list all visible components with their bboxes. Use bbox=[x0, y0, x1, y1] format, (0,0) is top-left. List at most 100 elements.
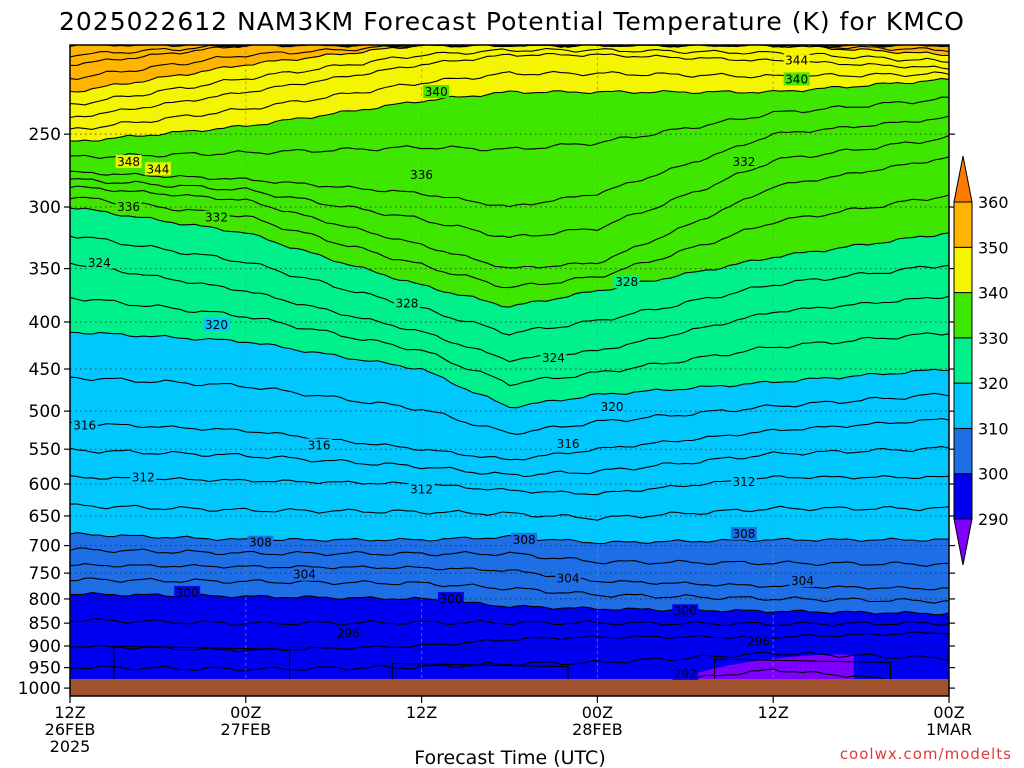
x-tick-label: 27FEB bbox=[220, 720, 271, 739]
contour-label: 332 bbox=[203, 210, 230, 225]
theta-filled-contours bbox=[70, 45, 949, 696]
contour-334 bbox=[70, 134, 949, 238]
contour-298 bbox=[70, 618, 949, 627]
colorbar-tick-label: 290 bbox=[978, 510, 1009, 529]
contour-label-text: 340 bbox=[425, 85, 448, 99]
contour-324 bbox=[70, 262, 949, 363]
theta-contour-lines bbox=[70, 45, 949, 691]
contour-label-text: 328 bbox=[395, 297, 418, 311]
contour-label: 304 bbox=[291, 567, 318, 582]
y-tick-label: 950 bbox=[29, 659, 61, 679]
contour-label: 328 bbox=[393, 296, 420, 311]
contour-label: 316 bbox=[306, 438, 333, 453]
contour-label-bg bbox=[672, 666, 699, 680]
contour-label: 324 bbox=[86, 256, 113, 270]
contour-300 bbox=[70, 592, 949, 616]
y-tick-label: 300 bbox=[29, 198, 61, 218]
colorbar-bin-320 bbox=[953, 337, 973, 384]
x-tick-label: 2025 bbox=[50, 737, 91, 756]
contour-294 bbox=[70, 651, 949, 672]
x-tick-label: 26FEB bbox=[45, 720, 96, 739]
contour-label: 304 bbox=[555, 571, 582, 585]
contour-label-bg bbox=[247, 535, 274, 549]
contour-332 bbox=[70, 156, 949, 269]
contour-label: 324 bbox=[540, 351, 567, 365]
contour-label-bg bbox=[115, 200, 142, 214]
y-axis-ticks: 250 300 350 400 450 500 550 600 650 700 750 800 850 9… bbox=[18, 125, 955, 699]
x-tick-label: 1MAR bbox=[926, 720, 972, 739]
contour-label-bg bbox=[730, 154, 757, 168]
x-tick-label: 00Z bbox=[230, 703, 261, 722]
contour-296 bbox=[70, 631, 949, 653]
contour-label-text: 300 bbox=[176, 586, 199, 600]
contour-label-bg bbox=[423, 85, 450, 99]
contour-label: 308 bbox=[511, 532, 538, 547]
colorbar-bin-300 bbox=[953, 427, 973, 475]
contour-label: 344 bbox=[783, 53, 810, 68]
contour-label: 312 bbox=[730, 474, 757, 489]
colorbar: 290 300 310 320 330 340 350 360 bbox=[953, 155, 1009, 566]
contour-label-text: 292 bbox=[674, 667, 697, 681]
contour-label-bg bbox=[730, 474, 757, 488]
colorbar-bin-350 bbox=[953, 201, 973, 248]
contour-label: 304 bbox=[789, 574, 816, 588]
contour-308 bbox=[70, 532, 949, 545]
contour-label: 316 bbox=[71, 418, 98, 432]
contour-label-bg bbox=[599, 400, 626, 414]
colorbar-bin-310 bbox=[953, 382, 973, 429]
surface-contour-0 bbox=[113, 645, 291, 680]
grid-lines bbox=[70, 45, 949, 696]
contour-label: 300 bbox=[672, 604, 699, 618]
contour-328 bbox=[70, 207, 949, 308]
contour-label: 336 bbox=[408, 168, 435, 182]
y-tick-label: 850 bbox=[29, 614, 61, 634]
plot-area: 344 340 340 348 344 336 332 336 332 324 328 328 320 3… bbox=[70, 45, 949, 696]
contour-label-text: 328 bbox=[615, 275, 638, 289]
contour-label-text: 312 bbox=[132, 470, 155, 484]
y-tick-label: 400 bbox=[29, 313, 61, 333]
contour-label-bg bbox=[555, 437, 582, 451]
contour-label-bg bbox=[555, 571, 582, 585]
y-tick-label: 450 bbox=[29, 360, 61, 380]
contour-label: 308 bbox=[247, 535, 274, 550]
contour-label-text: 300 bbox=[674, 604, 697, 618]
contour-label-text: 324 bbox=[542, 351, 565, 365]
contour-label: 312 bbox=[408, 482, 435, 496]
colorbar-tick-label: 320 bbox=[978, 374, 1009, 393]
colorbar-tick-label: 350 bbox=[978, 238, 1009, 257]
contour-label-text: 304 bbox=[791, 574, 814, 588]
contour-label-text: 304 bbox=[293, 568, 316, 582]
credit-text: coolwx.com/modelts bbox=[840, 745, 1012, 763]
contour-340 bbox=[70, 77, 949, 142]
contour-label: 296 bbox=[745, 634, 772, 649]
contour-label-bg bbox=[393, 296, 420, 310]
contour-310 bbox=[70, 503, 949, 521]
contour-label-text: 320 bbox=[205, 318, 228, 332]
contour-label: 312 bbox=[130, 470, 157, 484]
contour-label-bg bbox=[511, 532, 538, 546]
colorbar-arrow-low bbox=[953, 518, 973, 566]
contour-label: 292 bbox=[672, 666, 699, 681]
x-tick-label: 28FEB bbox=[572, 720, 623, 739]
colorbar-tick-label: 300 bbox=[978, 465, 1009, 484]
contour-306 bbox=[70, 547, 949, 567]
contour-label-text: 324 bbox=[88, 256, 111, 270]
contour-label-text: 308 bbox=[513, 533, 536, 547]
y-tick-label: 600 bbox=[29, 475, 61, 495]
colorbar-tick-label: 340 bbox=[978, 284, 1009, 303]
contour-316 bbox=[70, 418, 949, 461]
y-tick-label: 250 bbox=[29, 125, 61, 145]
surface-contour-1 bbox=[391, 662, 569, 680]
y-tick-label: 800 bbox=[29, 590, 61, 610]
contour-labels: 344 340 340 348 344 336 332 336 332 324 328 328 320 3… bbox=[71, 53, 816, 681]
contour-336 bbox=[70, 115, 949, 208]
contour-label-text: 296 bbox=[337, 626, 360, 640]
contour-label-text: 316 bbox=[557, 437, 580, 451]
contour-label: 348 bbox=[115, 154, 142, 169]
chart-title: 2025022612 NAM3KM Forecast Potential Tem… bbox=[59, 7, 965, 36]
contour-label-bg bbox=[783, 72, 810, 86]
contour-label-bg bbox=[335, 626, 362, 640]
contour-label: 316 bbox=[555, 437, 582, 451]
contour-label: 340 bbox=[423, 85, 450, 99]
ground-surface bbox=[70, 679, 949, 696]
